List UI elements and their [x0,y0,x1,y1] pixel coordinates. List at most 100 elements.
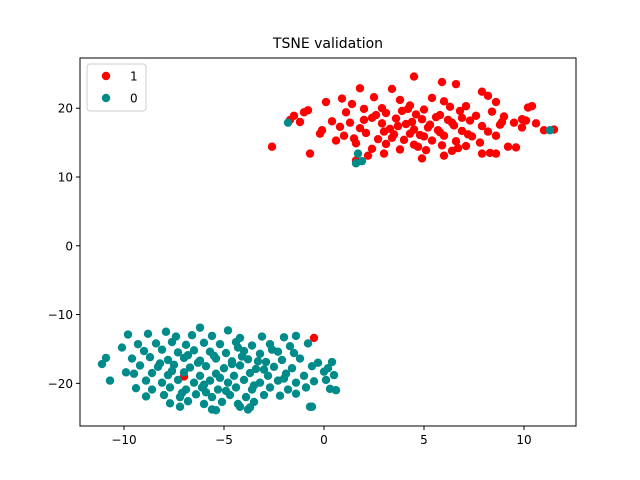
point-series-1-69 [373,134,383,144]
point-series-1-70 [399,135,409,145]
point-series-1-0 [409,72,419,81]
point-series-0-115 [291,389,301,398]
point-series-0-71 [195,371,205,380]
point-series-1-78 [437,141,447,150]
legend-label-0: 0 [130,92,138,106]
point-series-1-51 [539,126,549,135]
point-series-1-113 [359,115,369,125]
point-series-0-103 [301,383,311,392]
point-series-0-19 [151,339,161,348]
point-series-0-11 [187,331,197,340]
point-series-0-129 [235,402,245,411]
point-series-1-101 [379,127,389,136]
point-series-1-97 [431,112,441,122]
point-series-0-63 [287,364,297,373]
point-series-1-110 [463,130,473,139]
point-series-0-132 [259,365,269,374]
point-series-0-5 [195,323,205,332]
point-series-0-146 [279,374,289,383]
point-series-0-64 [307,361,317,371]
point-series-1-6 [483,91,493,101]
point-series-0-130 [193,358,203,367]
point-series-1-80 [503,142,513,151]
point-series-0-54 [135,361,145,370]
point-series-0-40 [127,354,137,363]
point-series-1-27 [471,111,481,120]
point-series-1-106 [457,113,467,123]
point-series-0-17 [117,343,127,352]
point-series-0-39 [101,353,111,363]
point-series-1-53 [355,123,365,133]
point-series-0-50 [295,354,305,363]
point-series-0-138 [167,366,177,376]
point-series-0-118 [199,399,209,409]
point-series-0-12 [207,331,217,341]
point-series-1-2 [437,77,447,87]
point-series-1-107 [403,104,413,114]
point-series-1-118 [305,149,315,158]
point-series-1-117 [339,131,349,140]
point-series-0-20 [167,337,177,347]
point-series-0-7 [123,330,133,339]
point-series-1-102 [393,121,403,131]
point-series-1-8 [427,93,437,103]
point-series-0-9 [161,327,171,336]
point-series-0-85 [205,376,215,385]
point-series-0-95 [165,383,175,392]
point-series-1-120 [309,333,319,343]
point-series-0-27 [285,342,295,351]
points-layer [97,72,559,415]
point-series-0-93 [131,383,141,393]
point-series-1-71 [427,136,437,145]
point-series-0-98 [213,385,223,394]
point-series-0-136 [249,381,259,390]
point-series-1-82 [267,142,277,151]
point-series-0-68 [147,368,157,378]
point-series-0-57 [185,363,195,372]
point-series-0-86 [223,378,233,387]
point-series-0-126 [243,405,253,414]
point-series-1-116 [453,143,463,153]
point-series-1-98 [407,117,417,127]
point-series-1-95 [377,104,387,113]
point-series-0-59 [219,364,229,373]
point-series-0-112 [241,392,251,402]
point-series-0-119 [217,397,227,407]
point-series-1-90 [363,151,373,160]
point-series-0-84 [189,378,199,387]
point-series-1-33 [391,114,401,123]
point-series-1-89 [491,149,501,158]
point-series-0-141 [199,380,209,389]
point-series-0-131 [237,352,247,361]
point-series-1-111 [495,120,505,129]
point-series-0-60 [235,361,245,370]
legend-label-1: 1 [130,70,138,84]
point-series-0-29 [139,346,149,356]
point-series-0-90 [291,378,301,387]
point-series-1-91 [379,149,389,158]
point-series-0-58 [201,361,211,371]
point-series-0-102 [283,385,293,394]
point-series-0-105 [331,386,341,395]
point-series-0-143 [253,357,263,366]
y-tick-label: −10 [48,308,73,322]
point-series-1-83 [367,144,377,153]
point-series-0-31 [173,348,183,357]
point-series-1-105 [435,128,445,137]
point-series-0-15 [279,333,289,342]
point-series-1-36 [465,116,475,125]
point-series-0-114 [275,391,285,400]
chart-title: TSNE validation [272,36,383,52]
point-series-0-94 [147,385,157,394]
point-series-1-20 [419,105,429,114]
point-series-0-101 [265,383,275,392]
point-series-0-128 [305,402,315,411]
point-series-1-81 [511,143,521,152]
point-series-0-77 [299,371,309,380]
x-tick-label: −5 [215,433,233,447]
point-series-1-22 [487,107,497,116]
point-series-0-53 [97,359,107,369]
point-series-1-79 [461,141,471,151]
point-series-1-115 [413,142,423,151]
point-series-1-47 [327,117,337,126]
